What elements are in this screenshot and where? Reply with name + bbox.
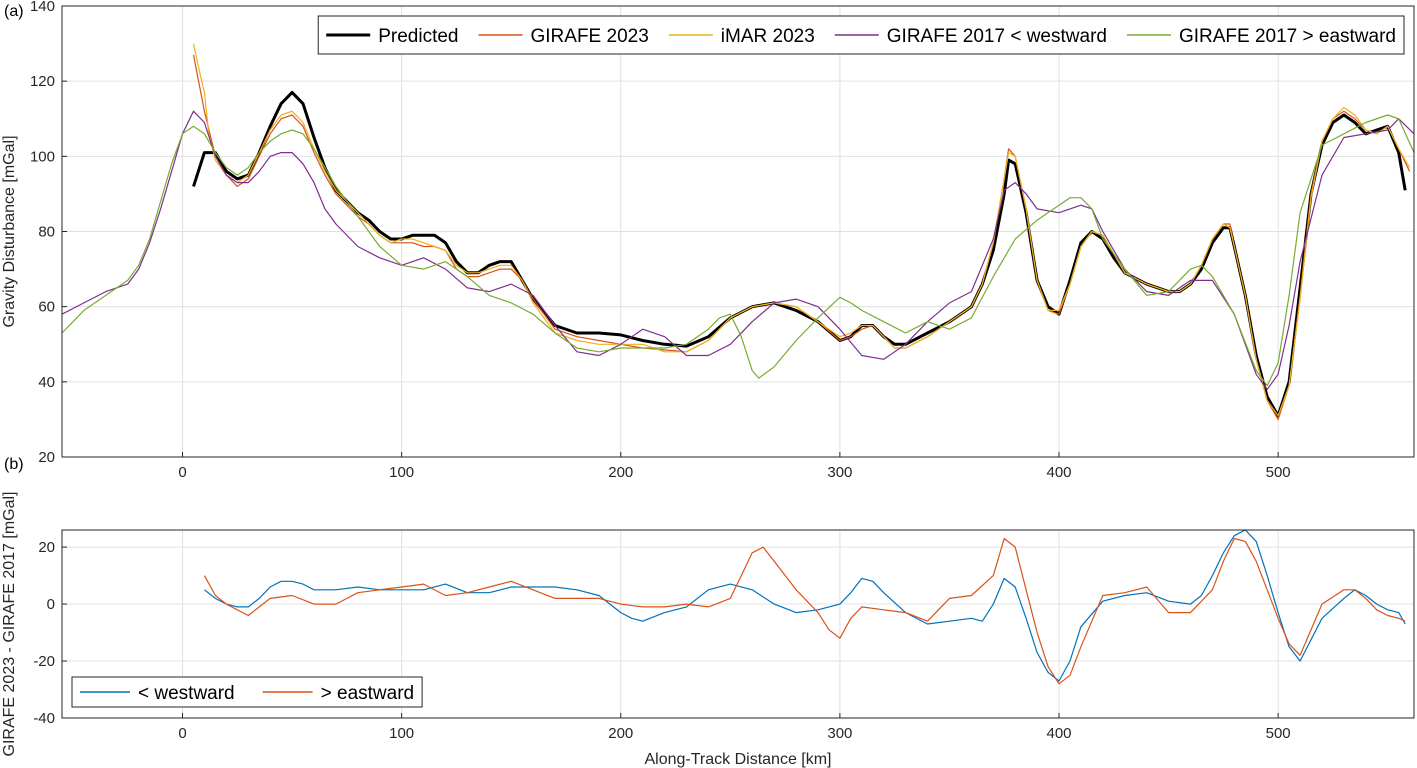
- x-tick-label: 500: [1266, 725, 1291, 742]
- panel-a-tag: (a): [4, 3, 24, 20]
- y-tick-label: 60: [38, 299, 55, 316]
- panel-b-frame: [61, 529, 1415, 719]
- series-line-predicted: [192, 90, 1407, 418]
- series-line-girafe-2017-westward: [62, 110, 1414, 390]
- panel-b: 0 100 200 300 400 500 -40 -20 0 20 GIRAFE 2023 - …: [1, 456, 1415, 768]
- x-tick-label: 200: [608, 464, 633, 481]
- series-line-westward: [204, 530, 1406, 682]
- panel-a-legend: Predicted GIRAFE 2023 iMAR 2023 GIRAFE 2017…: [317, 15, 1405, 55]
- legend-entry-label: < westward: [138, 683, 235, 704]
- x-tick-label: 200: [608, 725, 633, 742]
- panel-a-grid: [62, 5, 1414, 458]
- y-tick-label: 0: [47, 596, 55, 613]
- y-tick-label: 100: [30, 148, 55, 165]
- y-tick-label: 80: [38, 224, 55, 241]
- x-tick-label: 300: [827, 725, 852, 742]
- x-tick-label: 0: [178, 725, 186, 742]
- x-tick-label: 0: [178, 464, 186, 481]
- panel-b-series: [203, 530, 1406, 685]
- y-tick-label: 140: [30, 0, 55, 15]
- panel-b-y-axis-label: GIRAFE 2023 - GIRAFE 2017 [mGal]: [1, 492, 18, 757]
- x-tick-label: 100: [389, 464, 414, 481]
- panel-a-series: [62, 43, 1414, 420]
- y-tick-label: -40: [33, 710, 55, 727]
- legend-entry-label: Predicted: [378, 26, 458, 47]
- legend-entry-label: GIRAFE 2023: [531, 26, 649, 47]
- panel-b-legend: < westward > eastward: [71, 676, 423, 708]
- legend-entry-label: iMAR 2023: [721, 26, 815, 47]
- legend-entry-label: > eastward: [321, 683, 414, 704]
- legend-entry-label: GIRAFE 2017 < westward: [887, 26, 1107, 47]
- panel-a-y-axis-label: Gravity Disturbance [mGal]: [1, 135, 18, 327]
- series-line-girafe-2023: [192, 54, 1411, 420]
- panel-b-x-axis-label: Along-Track Distance [km]: [644, 751, 831, 768]
- panel-a-tick-labels: 0 100 200 300 400 500 20 40 60 80 100 120 140: [30, 0, 1291, 481]
- series-line-imar-2023: [192, 43, 1411, 417]
- series-line-eastward: [203, 537, 1406, 685]
- x-tick-label: 300: [827, 464, 852, 481]
- x-tick-label: 400: [1047, 725, 1072, 742]
- x-tick-label: 400: [1047, 464, 1072, 481]
- series-line-girafe-2017-eastward: [62, 114, 1414, 387]
- x-tick-label: 100: [389, 725, 414, 742]
- panel-b-tag: (b): [4, 456, 24, 473]
- panel-a: 0 100 200 300 400 500 20 40 60 80 100 120 140 Gravit…: [1, 0, 1415, 481]
- y-tick-label: 40: [38, 374, 55, 391]
- panel-b-tick-labels: 0 100 200 300 400 500 -40 -20 0 20: [33, 539, 1290, 742]
- y-tick-label: 120: [30, 73, 55, 90]
- y-tick-label: 20: [38, 539, 55, 556]
- legend-entry-label: GIRAFE 2017 > eastward: [1179, 26, 1396, 47]
- x-tick-label: 500: [1266, 464, 1291, 481]
- y-tick-label: -20: [33, 653, 55, 670]
- y-tick-label: 20: [38, 449, 55, 466]
- legend-box: [71, 676, 423, 708]
